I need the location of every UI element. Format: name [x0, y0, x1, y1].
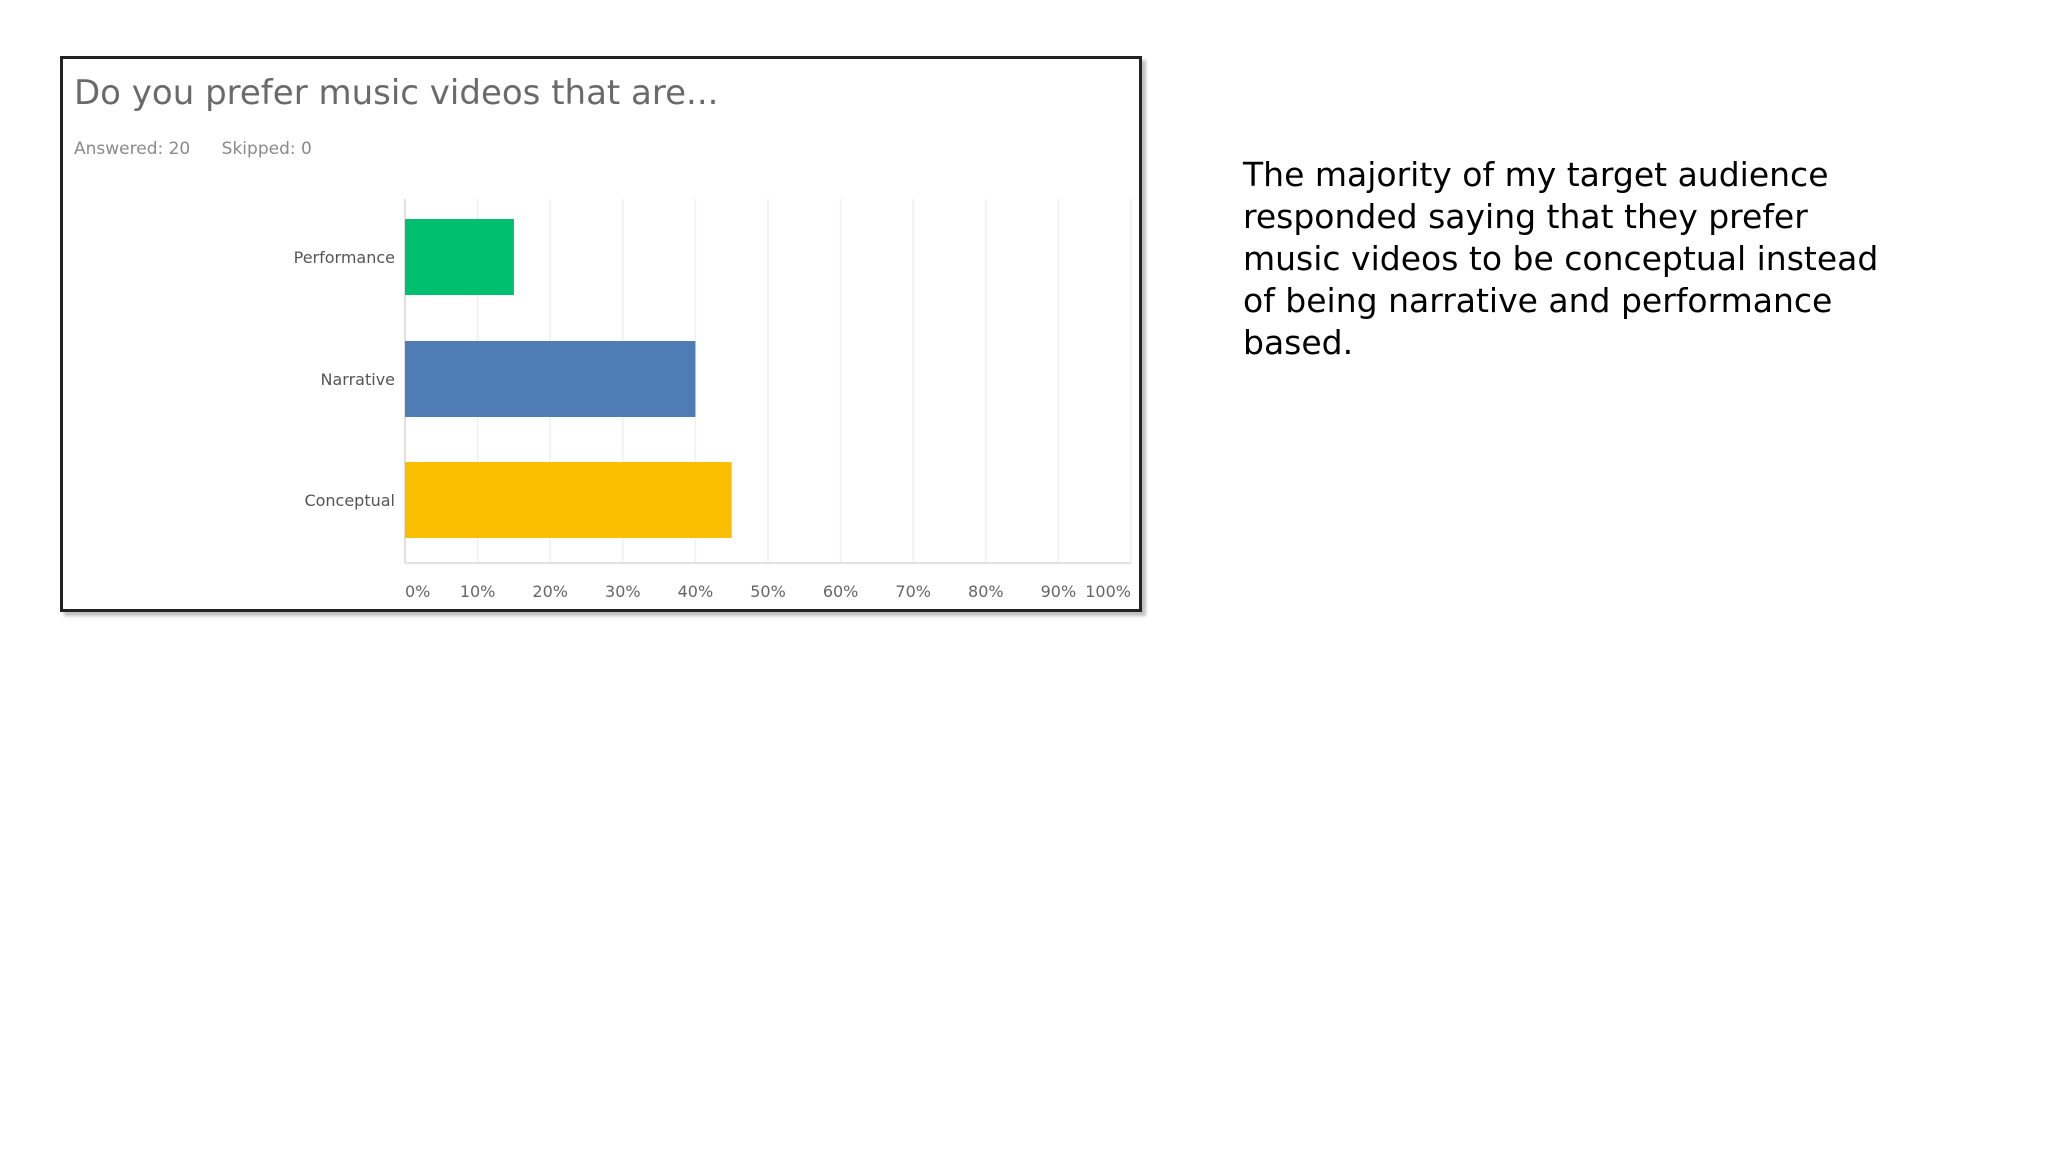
x-tick-label: 50%	[750, 582, 786, 601]
summary-text: The majority of my target audience respo…	[1243, 155, 1879, 362]
x-tick-label: 60%	[823, 582, 859, 601]
survey-results-card: Do you prefer music videos that are... A…	[60, 56, 1142, 612]
x-tick-label: 40%	[678, 582, 714, 601]
x-tick-label: 70%	[895, 582, 931, 601]
bar-narrative	[405, 341, 696, 417]
bar-conceptual	[405, 462, 732, 538]
skipped-count: Skipped: 0	[221, 139, 312, 159]
category-label-narrative: Narrative	[321, 370, 395, 389]
x-axis-ticks: 0% 10% 20% 30% 40% 50% 60% 70% 80% 90% 100%	[405, 582, 1131, 601]
answered-count: Answered: 20	[74, 139, 191, 159]
bar-chart: Performance Narrative Conceptual 0% 10% 20% 3…	[294, 199, 1132, 601]
question-title: Do you prefer music videos that are...	[74, 73, 719, 113]
x-tick-label: 20%	[532, 582, 568, 601]
bars	[405, 219, 732, 538]
x-tick-label: 80%	[968, 582, 1004, 601]
x-tick-label: 90%	[1041, 582, 1077, 601]
category-labels: Performance Narrative Conceptual	[294, 248, 395, 510]
x-tick-label: 30%	[605, 582, 641, 601]
bar-performance	[405, 219, 514, 295]
response-stats: Answered: 20 Skipped: 0	[74, 139, 338, 159]
category-label-performance: Performance	[294, 248, 395, 267]
category-label-conceptual: Conceptual	[304, 491, 395, 510]
x-tick-label: 100%	[1085, 582, 1131, 601]
x-tick-label: 0%	[405, 582, 430, 601]
x-tick-label: 10%	[460, 582, 496, 601]
